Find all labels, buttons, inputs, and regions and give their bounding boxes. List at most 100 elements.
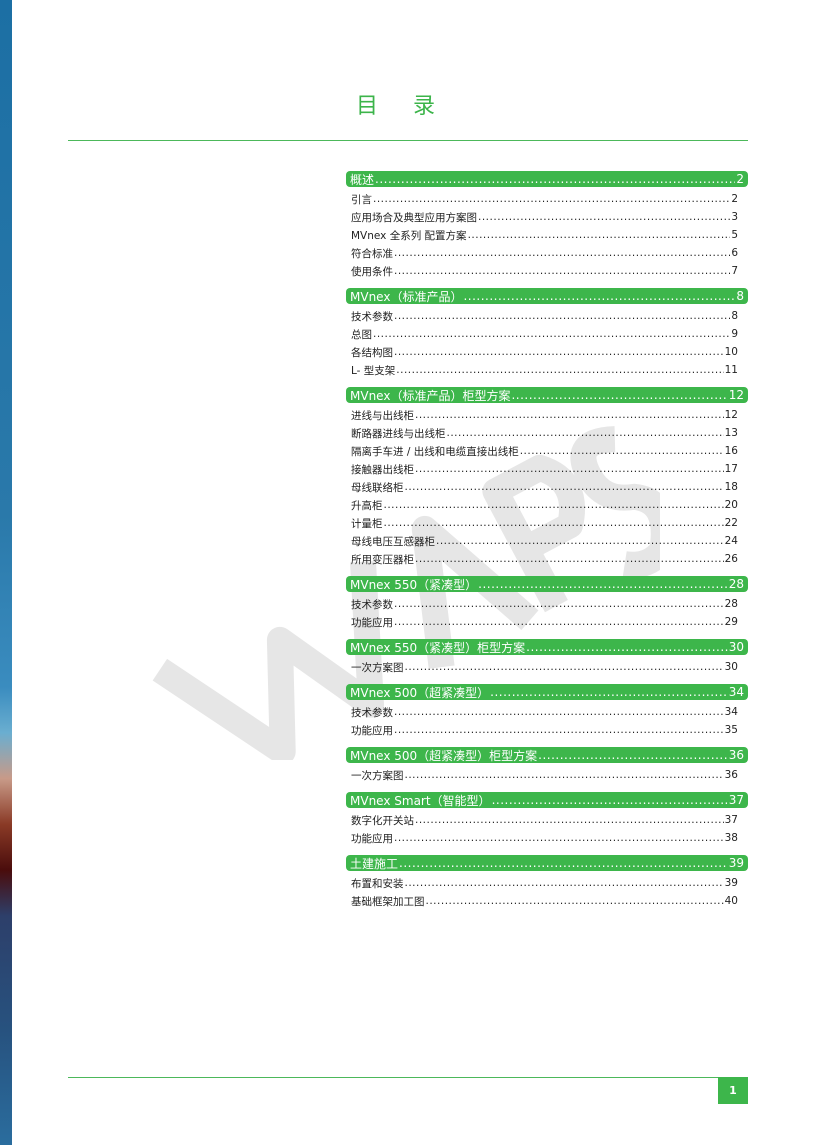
entry-page: 2 <box>731 193 738 205</box>
entry-page: 17 <box>724 463 738 475</box>
toc-entry[interactable]: 母线电压互感器柜 24 <box>346 532 748 550</box>
table-of-contents: 概述 2 引言 2 应用场合及典型应用方案图 3 MVnex 全系列 配置方案 5 符合标准 6 使… <box>346 171 748 910</box>
entry-label: 布置和安装 <box>351 877 404 890</box>
entry-label: 各结构图 <box>351 346 393 359</box>
entry-label: 母线电压互感器柜 <box>351 535 435 548</box>
toc-entry[interactable]: 技术参数 28 <box>346 595 748 613</box>
entry-label: 一次方案图 <box>351 661 404 674</box>
toc-entry[interactable]: 使用条件 7 <box>346 262 748 280</box>
entry-page: 35 <box>724 724 738 736</box>
toc-entry[interactable]: 引言 2 <box>346 190 748 208</box>
entry-page: 34 <box>728 685 744 699</box>
entry-page: 28 <box>724 598 738 610</box>
entry-page: 37 <box>724 814 738 826</box>
dot-leader <box>538 748 728 762</box>
toc-entry[interactable]: 数字化开关站 37 <box>346 811 748 829</box>
entry-label: MVnex 550（紧凑型） <box>350 577 478 592</box>
entry-label: 符合标准 <box>351 247 393 260</box>
entry-page: 3 <box>731 211 738 223</box>
toc-section-header[interactable]: MVnex Smart（智能型） 37 <box>346 792 748 808</box>
entry-page: 39 <box>724 877 738 889</box>
toc-entry[interactable]: 技术参数 8 <box>346 307 748 325</box>
toc-section-header[interactable]: MVnex（标准产品） 8 <box>346 288 748 304</box>
dot-leader <box>373 328 730 340</box>
dot-leader <box>394 247 730 259</box>
toc-section-header[interactable]: MVnex 550（紧凑型）柜型方案 30 <box>346 639 748 655</box>
toc-entry[interactable]: 各结构图 10 <box>346 343 748 361</box>
toc-section-header[interactable]: MVnex（标准产品）柜型方案 12 <box>346 387 748 403</box>
bottom-divider <box>68 1077 748 1078</box>
entry-label: MVnex 全系列 配置方案 <box>351 229 467 242</box>
entry-label: 技术参数 <box>351 598 393 611</box>
toc-section-header[interactable]: 概述 2 <box>346 171 748 187</box>
dot-leader <box>394 310 730 322</box>
toc-section-header[interactable]: MVnex 500（超紧凑型）柜型方案 36 <box>346 747 748 763</box>
toc-entry[interactable]: 功能应用 38 <box>346 829 748 847</box>
toc-entry[interactable]: 所用变压器柜 26 <box>346 550 748 568</box>
entry-page: 39 <box>728 856 744 870</box>
toc-entry[interactable]: 断路器进线与出线柜 13 <box>346 424 748 442</box>
entry-page: 18 <box>724 481 738 493</box>
entry-label: 基础框架加工图 <box>351 895 425 908</box>
toc-entry[interactable]: MVnex 全系列 配置方案 5 <box>346 226 748 244</box>
entry-page: 10 <box>724 346 738 358</box>
entry-page: 8 <box>736 289 744 303</box>
toc-section-header[interactable]: 土建施工 39 <box>346 855 748 871</box>
entry-label: MVnex（标准产品）柜型方案 <box>350 388 511 403</box>
entry-label: 断路器进线与出线柜 <box>351 427 446 440</box>
dot-leader <box>396 364 723 376</box>
toc-entry[interactable]: 一次方案图 36 <box>346 766 748 784</box>
entry-label: 技术参数 <box>351 310 393 323</box>
entry-page: 13 <box>724 427 738 439</box>
entry-label: 所用变压器柜 <box>351 553 414 566</box>
dot-leader <box>384 517 724 529</box>
dot-leader <box>492 793 728 807</box>
dot-leader <box>373 193 730 205</box>
dot-leader <box>447 427 724 439</box>
top-divider <box>68 140 748 141</box>
entry-page: 12 <box>724 409 738 421</box>
entry-label: 总图 <box>351 328 372 341</box>
entry-page: 8 <box>731 310 738 322</box>
cover-image-strip <box>0 0 12 1145</box>
toc-entry[interactable]: L- 型支架 11 <box>346 361 748 379</box>
toc-entry[interactable]: 计量柜 22 <box>346 514 748 532</box>
entry-page: 38 <box>724 832 738 844</box>
toc-entry[interactable]: 总图 9 <box>346 325 748 343</box>
toc-entry[interactable]: 符合标准 6 <box>346 244 748 262</box>
toc-entry[interactable]: 基础框架加工图 40 <box>346 892 748 910</box>
toc-section-header[interactable]: MVnex 500（超紧凑型） 34 <box>346 684 748 700</box>
dot-leader <box>526 640 728 654</box>
entry-label: MVnex Smart（智能型） <box>350 793 491 808</box>
toc-entry[interactable]: 功能应用 29 <box>346 613 748 631</box>
dot-leader <box>405 481 724 493</box>
entry-label: 功能应用 <box>351 616 393 629</box>
dot-leader <box>478 577 728 591</box>
toc-entry[interactable]: 进线与出线柜 12 <box>346 406 748 424</box>
toc-entry[interactable]: 技术参数 34 <box>346 703 748 721</box>
dot-leader <box>394 598 724 610</box>
entry-page: 11 <box>724 364 738 376</box>
entry-label: MVnex（标准产品） <box>350 289 463 304</box>
toc-entry[interactable]: 应用场合及典型应用方案图 3 <box>346 208 748 226</box>
page-number: 1 <box>718 1077 748 1104</box>
dot-leader <box>394 832 724 844</box>
entry-label: 进线与出线柜 <box>351 409 414 422</box>
dot-leader <box>375 172 735 186</box>
toc-entry[interactable]: 母线联络柜 18 <box>346 478 748 496</box>
toc-entry[interactable]: 布置和安装 39 <box>346 874 748 892</box>
dot-leader <box>399 856 728 870</box>
entry-page: 20 <box>724 499 738 511</box>
toc-entry[interactable]: 功能应用 35 <box>346 721 748 739</box>
dot-leader <box>394 706 724 718</box>
dot-leader <box>415 463 724 475</box>
toc-entry[interactable]: 接触器出线柜 17 <box>346 460 748 478</box>
toc-entry[interactable]: 升高柜 20 <box>346 496 748 514</box>
toc-entry[interactable]: 一次方案图 30 <box>346 658 748 676</box>
dot-leader <box>394 724 724 736</box>
entry-label: 接触器出线柜 <box>351 463 414 476</box>
entry-page: 6 <box>731 247 738 259</box>
toc-section-header[interactable]: MVnex 550（紧凑型） 28 <box>346 576 748 592</box>
toc-entry[interactable]: 隔离手车进 / 出线和电缆直接出线柜 16 <box>346 442 748 460</box>
entry-label: 计量柜 <box>351 517 383 530</box>
